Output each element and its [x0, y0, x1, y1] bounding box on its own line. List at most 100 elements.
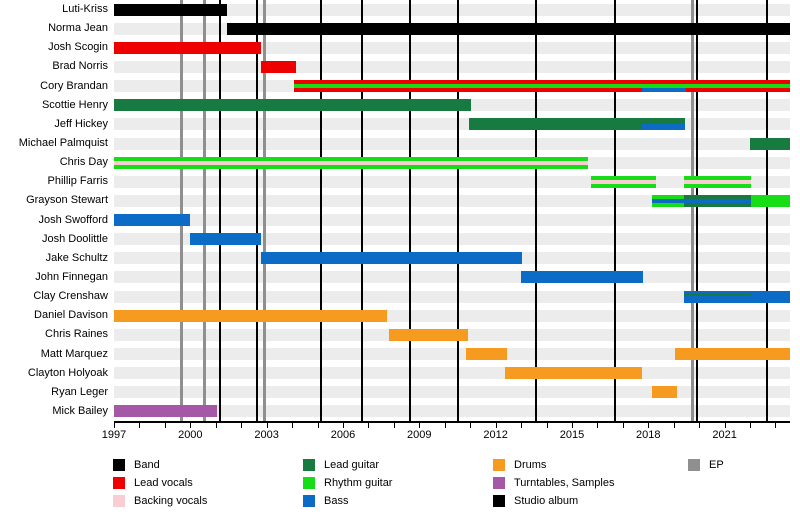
legend-label: Bass	[324, 495, 349, 507]
rhythm-guitar-role-stripe	[294, 83, 643, 89]
rhythm-guitar-role-stripe	[683, 175, 751, 180]
member-label: Grayson Stewart	[26, 194, 108, 207]
legend-item: Band	[113, 456, 207, 474]
backing-vocals-legend-swatch	[113, 495, 125, 507]
bass-role-stripe	[750, 290, 790, 303]
band-legend-swatch	[113, 459, 125, 471]
bass-role-stripe	[683, 296, 751, 303]
drums-role-stripe	[675, 348, 790, 361]
studio-album-release-line	[218, 0, 221, 421]
legend-label: Studio album	[514, 495, 579, 507]
rhythm-guitar-role-stripe	[590, 183, 656, 188]
lead-vocals-role-stripe	[642, 80, 686, 84]
lead-vocals-role-stripe	[294, 88, 643, 93]
row-background-band	[114, 233, 790, 246]
legend-label: Lead vocals	[134, 477, 193, 489]
legend-label: Backing vocals	[134, 495, 208, 507]
timeline-plot-area	[114, 0, 790, 421]
row-background-band	[114, 367, 790, 380]
legend-item: Drums	[493, 456, 614, 474]
year-tick	[292, 423, 294, 428]
member-label: Matt Marquez	[40, 347, 108, 360]
member-bar-segment	[683, 194, 751, 207]
member-bar-segment	[590, 175, 656, 188]
bass-role-stripe	[652, 198, 684, 204]
legend-item: EP	[688, 456, 724, 474]
year-tick	[673, 423, 675, 428]
member-label: Chris Day	[59, 156, 108, 169]
bass-role-stripe	[642, 124, 685, 131]
row-background-band	[114, 290, 790, 303]
x-axis-line	[114, 421, 790, 423]
year-tick	[724, 423, 726, 428]
year-tick	[164, 423, 166, 428]
studio-album-release-line	[534, 0, 537, 421]
member-label: Chris Raines	[45, 328, 108, 341]
lead-guitar-role-stripe	[683, 203, 751, 207]
row-background-band	[114, 214, 790, 227]
year-tick	[266, 423, 268, 428]
row-background-band	[114, 194, 790, 207]
year-tick-label: 1997	[101, 429, 127, 441]
year-tick	[699, 423, 701, 428]
member-label: Daniel Davison	[34, 309, 108, 322]
ep-release-line	[263, 0, 267, 421]
member-bar-segment	[114, 156, 589, 169]
band-role-stripe	[114, 3, 227, 16]
lead-guitar-role-stripe	[683, 194, 751, 199]
turntables-legend-swatch	[493, 477, 505, 489]
row-background-band	[114, 271, 790, 284]
year-tick-label: 2000	[178, 429, 203, 441]
member-bar-segment	[114, 41, 262, 54]
backing-vocals-role-stripe	[683, 179, 751, 184]
legend-label: Turntables, Samples	[514, 477, 615, 489]
legend-item: Lead guitar	[303, 456, 392, 474]
year-tick	[241, 423, 243, 428]
member-bar-segment	[750, 137, 790, 150]
member-label: Scottie Henry	[41, 98, 108, 111]
year-tick-label: 2009	[407, 429, 432, 441]
rhythm-guitar-role-stripe	[750, 194, 790, 207]
member-label: Josh Scogin	[48, 41, 108, 54]
row-background-band	[114, 3, 790, 16]
studio-album-release-line	[765, 0, 768, 421]
member-bar-segment	[685, 80, 790, 93]
bass-role-stripe	[114, 214, 191, 227]
legend-item: Turntables, Samples	[493, 474, 614, 492]
year-tick-label: 2018	[636, 429, 661, 441]
year-tick	[342, 423, 344, 428]
legend-column: Lead guitar Rhythm guitar Bass	[303, 456, 392, 510]
ep-release-line	[202, 0, 206, 421]
member-label: Mick Bailey	[52, 404, 108, 417]
member-bar-segment	[750, 290, 790, 303]
year-tick-label: 2006	[330, 429, 356, 441]
year-tick-label: 2012	[483, 429, 508, 441]
year-tick	[546, 423, 548, 428]
lead-vocals-role-stripe	[261, 60, 296, 73]
drums-legend-swatch	[493, 459, 505, 471]
drums-role-stripe	[466, 348, 508, 361]
bass-legend-swatch	[303, 495, 315, 507]
member-bar-segment	[520, 271, 644, 284]
year-tick	[622, 423, 624, 428]
member-bar-segment	[683, 175, 751, 188]
backing-vocals-role-stripe	[114, 160, 589, 165]
member-bar-segment	[261, 60, 296, 73]
rhythm-guitar-role-stripe	[652, 194, 684, 199]
lead-vocals-role-stripe	[294, 80, 643, 84]
year-tick	[571, 423, 573, 428]
drums-role-stripe	[505, 367, 643, 380]
rhythm-guitar-role-stripe	[685, 83, 790, 89]
year-tick	[114, 423, 115, 428]
member-bar-segment	[642, 118, 685, 131]
member-bar-segment	[652, 386, 678, 399]
turntables-role-stripe	[114, 405, 218, 418]
legend-column: Drums Turntables, Samples Studio album	[493, 456, 614, 510]
drums-role-stripe	[389, 328, 469, 341]
legend-item: Rhythm guitar	[303, 474, 392, 492]
lead-vocals-role-stripe	[685, 80, 790, 84]
drums-role-stripe	[114, 309, 388, 322]
legend-label: Drums	[514, 459, 547, 471]
lead-guitar-role-stripe	[114, 99, 471, 112]
row-background-band	[114, 386, 790, 399]
